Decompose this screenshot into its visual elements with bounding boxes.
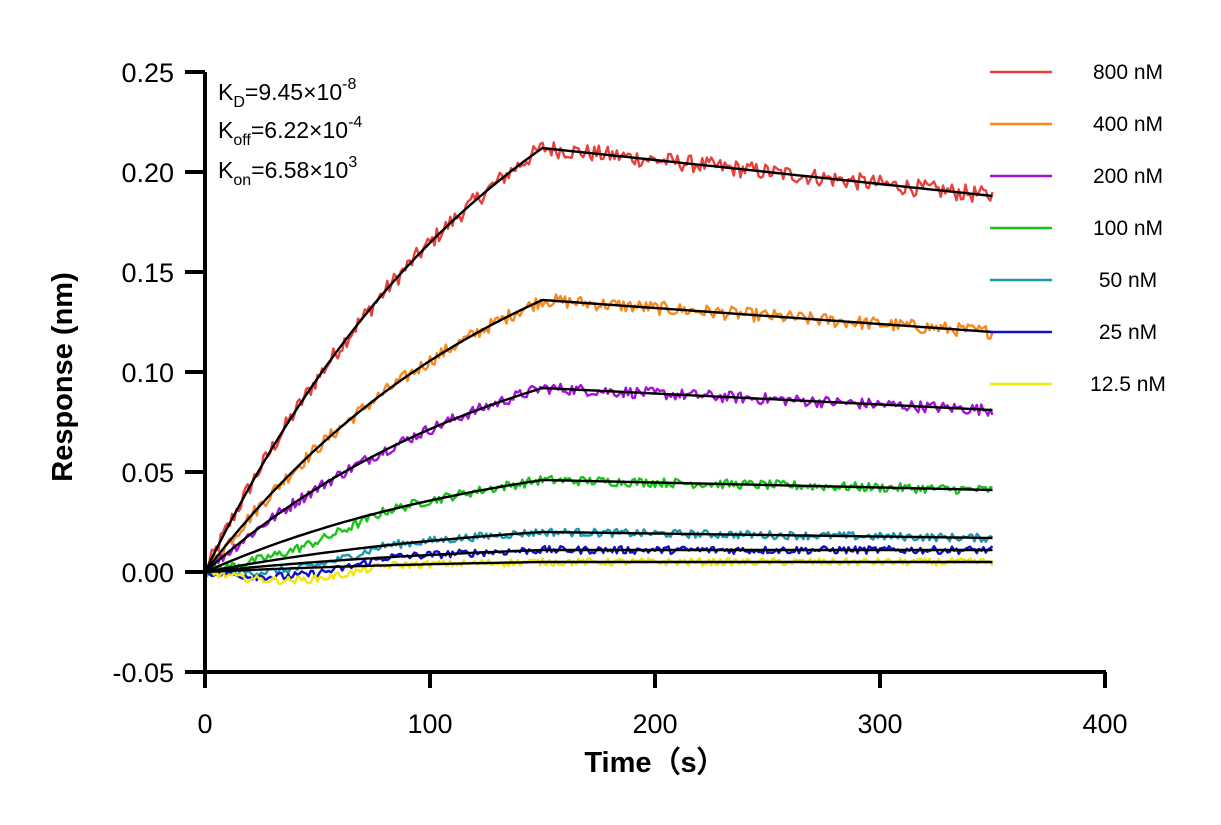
legend: 800 nM 400 nM 200 nM 100 nM 50 nM 25 nM 12.5 n… bbox=[990, 61, 1166, 396]
legend-label: 50 nM bbox=[1099, 269, 1157, 292]
legend-item: 400 nM bbox=[990, 113, 1163, 136]
kinetic-annotations: KD=9.45×10-8 Koff=6.22×10-4 Kon=6.58×103 bbox=[218, 76, 362, 189]
x-tick-label: 0 bbox=[197, 709, 212, 739]
y-tick-label: -0.05 bbox=[112, 658, 174, 688]
y-tick-label: 0.05 bbox=[121, 458, 174, 488]
fit-layer bbox=[203, 146, 993, 574]
series-line-400-nM bbox=[204, 293, 994, 579]
y-tick-label: 0.15 bbox=[121, 258, 174, 288]
y-tick-label: 0.25 bbox=[121, 58, 174, 88]
series-layer bbox=[204, 141, 994, 586]
kon-annotation: Kon=6.58×103 bbox=[218, 154, 357, 189]
y-tick-label: 0.10 bbox=[121, 358, 174, 388]
x-tick-label: 100 bbox=[407, 709, 452, 739]
x-tick-label: 400 bbox=[1082, 709, 1127, 739]
fit-curve bbox=[204, 560, 993, 574]
fit-curve bbox=[204, 530, 993, 574]
legend-item: 200 nM bbox=[990, 165, 1163, 188]
legend-item: 800 nM bbox=[990, 61, 1163, 84]
y-tick-label: 0.20 bbox=[121, 158, 174, 188]
legend-item: 12.5 nM bbox=[990, 373, 1166, 396]
x-tick-label: 200 bbox=[632, 709, 677, 739]
y-tick-label: 0.00 bbox=[121, 558, 174, 588]
koff-annotation: Koff=6.22×10-4 bbox=[218, 114, 362, 149]
x-tick-label: 300 bbox=[857, 709, 902, 739]
fit-curve bbox=[203, 146, 993, 573]
fit-curve bbox=[204, 548, 993, 574]
legend-label: 200 nM bbox=[1093, 165, 1163, 188]
series-line-800-nM bbox=[204, 141, 994, 572]
kd-annotation: KD=9.45×10-8 bbox=[218, 76, 356, 111]
y-axis-title: Response (nm) bbox=[47, 272, 79, 481]
legend-item: 25 nM bbox=[990, 321, 1157, 344]
fit-curve bbox=[204, 386, 993, 573]
x-axis-title: Time（s） bbox=[584, 746, 725, 779]
legend-label: 400 nM bbox=[1093, 113, 1163, 136]
legend-label: 12.5 nM bbox=[1090, 373, 1166, 396]
legend-label: 800 nM bbox=[1093, 61, 1163, 84]
legend-label: 100 nM bbox=[1093, 217, 1163, 240]
legend-item: 50 nM bbox=[990, 269, 1157, 292]
legend-label: 25 nM bbox=[1099, 321, 1157, 344]
fit-curve bbox=[204, 478, 993, 574]
tick-layer: 0 100 200 300 400 -0.05 0.00 0.05 0.10 0.15 0.20 0.… bbox=[112, 58, 1127, 739]
fit-curve bbox=[204, 298, 993, 573]
legend-item: 100 nM bbox=[990, 217, 1163, 240]
